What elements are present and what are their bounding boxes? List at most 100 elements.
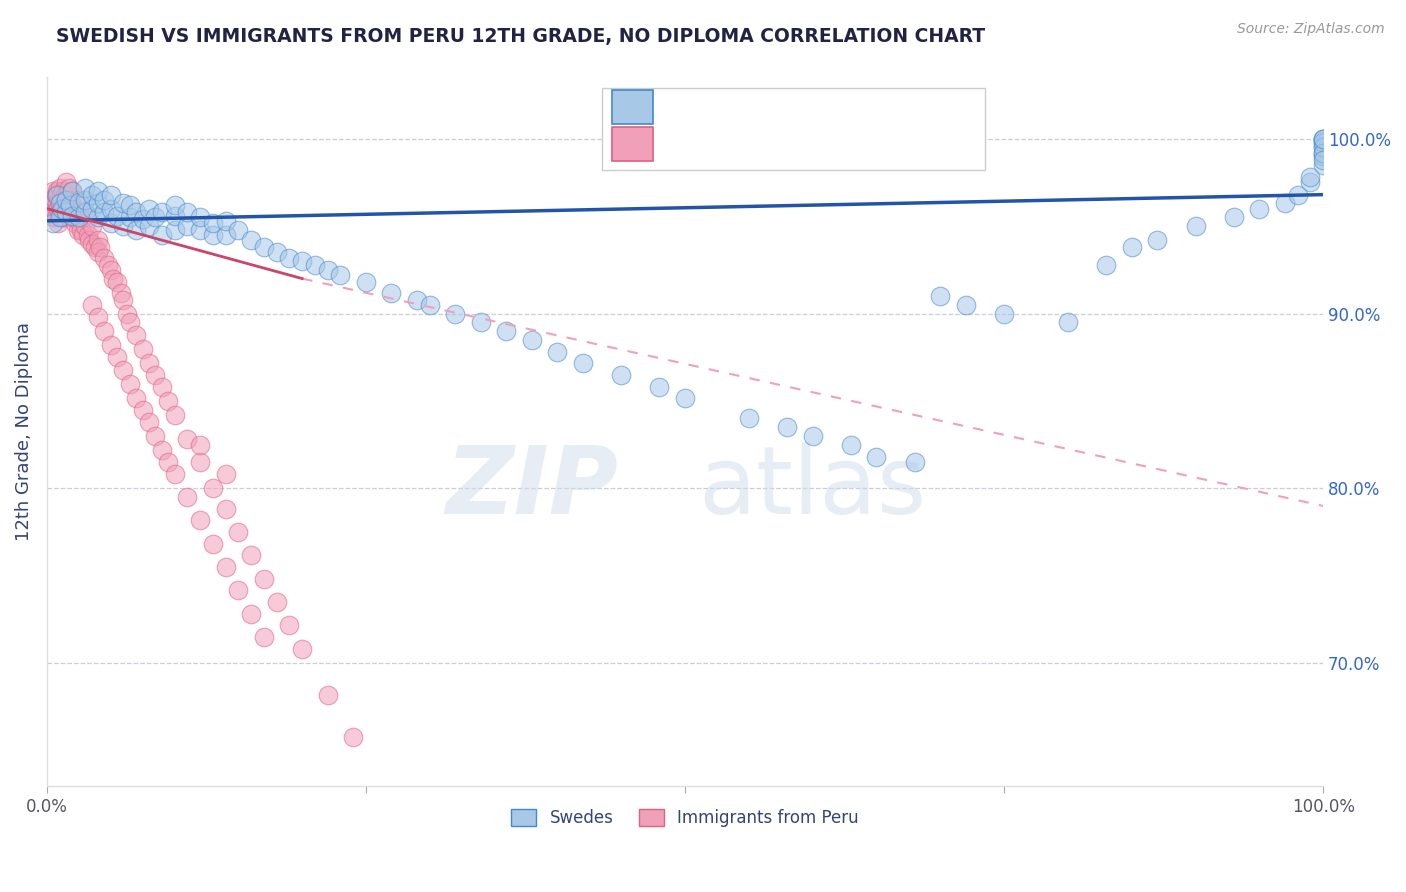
Point bbox=[112, 293, 135, 307]
Point bbox=[72, 227, 94, 242]
Point bbox=[201, 216, 224, 230]
Point bbox=[59, 205, 82, 219]
Point bbox=[572, 355, 595, 369]
Point bbox=[266, 595, 288, 609]
Point bbox=[214, 467, 236, 482]
Point bbox=[66, 222, 89, 236]
Point bbox=[48, 205, 70, 219]
Point bbox=[93, 193, 115, 207]
Point bbox=[214, 502, 236, 516]
Point bbox=[157, 394, 180, 409]
Point bbox=[278, 251, 301, 265]
Point bbox=[52, 198, 75, 212]
Point bbox=[62, 211, 84, 225]
Point bbox=[157, 455, 180, 469]
Point bbox=[53, 211, 76, 225]
Point bbox=[278, 618, 301, 632]
Point bbox=[316, 263, 339, 277]
Point bbox=[176, 205, 198, 219]
Point bbox=[55, 205, 77, 219]
Point bbox=[1095, 258, 1118, 272]
Point bbox=[60, 202, 83, 216]
Point bbox=[1312, 149, 1334, 163]
Point bbox=[125, 205, 148, 219]
Point bbox=[145, 211, 167, 225]
Text: SWEDISH VS IMMIGRANTS FROM PERU 12TH GRADE, NO DIPLOMA CORRELATION CHART: SWEDISH VS IMMIGRANTS FROM PERU 12TH GRA… bbox=[56, 27, 986, 45]
Point bbox=[253, 573, 276, 587]
Point bbox=[253, 630, 276, 644]
Point bbox=[240, 607, 263, 622]
Point bbox=[1184, 219, 1206, 233]
Point bbox=[49, 187, 72, 202]
Point bbox=[87, 196, 110, 211]
Point bbox=[1249, 202, 1271, 216]
Point bbox=[48, 196, 70, 211]
Point bbox=[1274, 196, 1296, 211]
Point bbox=[188, 211, 211, 225]
Point bbox=[97, 258, 120, 272]
Point bbox=[112, 196, 135, 211]
Point bbox=[56, 187, 79, 202]
Point bbox=[610, 368, 633, 382]
Point bbox=[110, 285, 132, 300]
Point bbox=[188, 455, 211, 469]
Point bbox=[125, 222, 148, 236]
Point bbox=[214, 214, 236, 228]
Point bbox=[125, 391, 148, 405]
Point bbox=[105, 275, 128, 289]
Point bbox=[201, 227, 224, 242]
Point bbox=[62, 198, 84, 212]
Point bbox=[291, 642, 314, 657]
Point bbox=[118, 376, 141, 391]
Point bbox=[55, 193, 77, 207]
Point bbox=[214, 227, 236, 242]
Point bbox=[316, 688, 339, 702]
Point bbox=[59, 193, 82, 207]
Text: atlas: atlas bbox=[699, 442, 927, 534]
Point bbox=[65, 211, 87, 225]
Point bbox=[46, 196, 69, 211]
Point bbox=[48, 216, 70, 230]
Point bbox=[1312, 140, 1334, 154]
Point bbox=[75, 205, 97, 219]
Point bbox=[80, 298, 103, 312]
Point bbox=[39, 198, 62, 212]
Point bbox=[380, 285, 402, 300]
Point bbox=[1312, 158, 1334, 172]
Point bbox=[125, 327, 148, 342]
Point bbox=[163, 408, 186, 422]
Point bbox=[112, 219, 135, 233]
Point bbox=[1312, 153, 1334, 167]
Point bbox=[80, 187, 103, 202]
Point bbox=[150, 380, 173, 394]
Point bbox=[63, 216, 86, 230]
Y-axis label: 12th Grade, No Diploma: 12th Grade, No Diploma bbox=[15, 322, 32, 541]
Text: N =: N = bbox=[804, 102, 841, 120]
Point bbox=[49, 202, 72, 216]
Point bbox=[470, 315, 492, 329]
Text: 106: 106 bbox=[855, 139, 893, 157]
Point bbox=[87, 310, 110, 324]
Point bbox=[329, 268, 352, 282]
Point bbox=[67, 205, 90, 219]
Text: ZIP: ZIP bbox=[446, 442, 619, 534]
Point bbox=[240, 548, 263, 562]
Point bbox=[150, 442, 173, 457]
Point bbox=[69, 216, 91, 230]
Point bbox=[546, 345, 568, 359]
Point bbox=[75, 180, 97, 194]
Point bbox=[138, 202, 160, 216]
Text: -0.072: -0.072 bbox=[717, 139, 782, 157]
Point bbox=[67, 211, 90, 225]
Point bbox=[228, 525, 250, 540]
Point bbox=[163, 467, 186, 482]
Point bbox=[58, 198, 80, 212]
Point bbox=[87, 184, 110, 198]
Point bbox=[1312, 135, 1334, 149]
Point bbox=[673, 391, 696, 405]
Point bbox=[42, 184, 65, 198]
Point bbox=[105, 209, 128, 223]
Point bbox=[77, 233, 100, 247]
Point bbox=[1057, 315, 1080, 329]
FancyBboxPatch shape bbox=[602, 88, 986, 169]
